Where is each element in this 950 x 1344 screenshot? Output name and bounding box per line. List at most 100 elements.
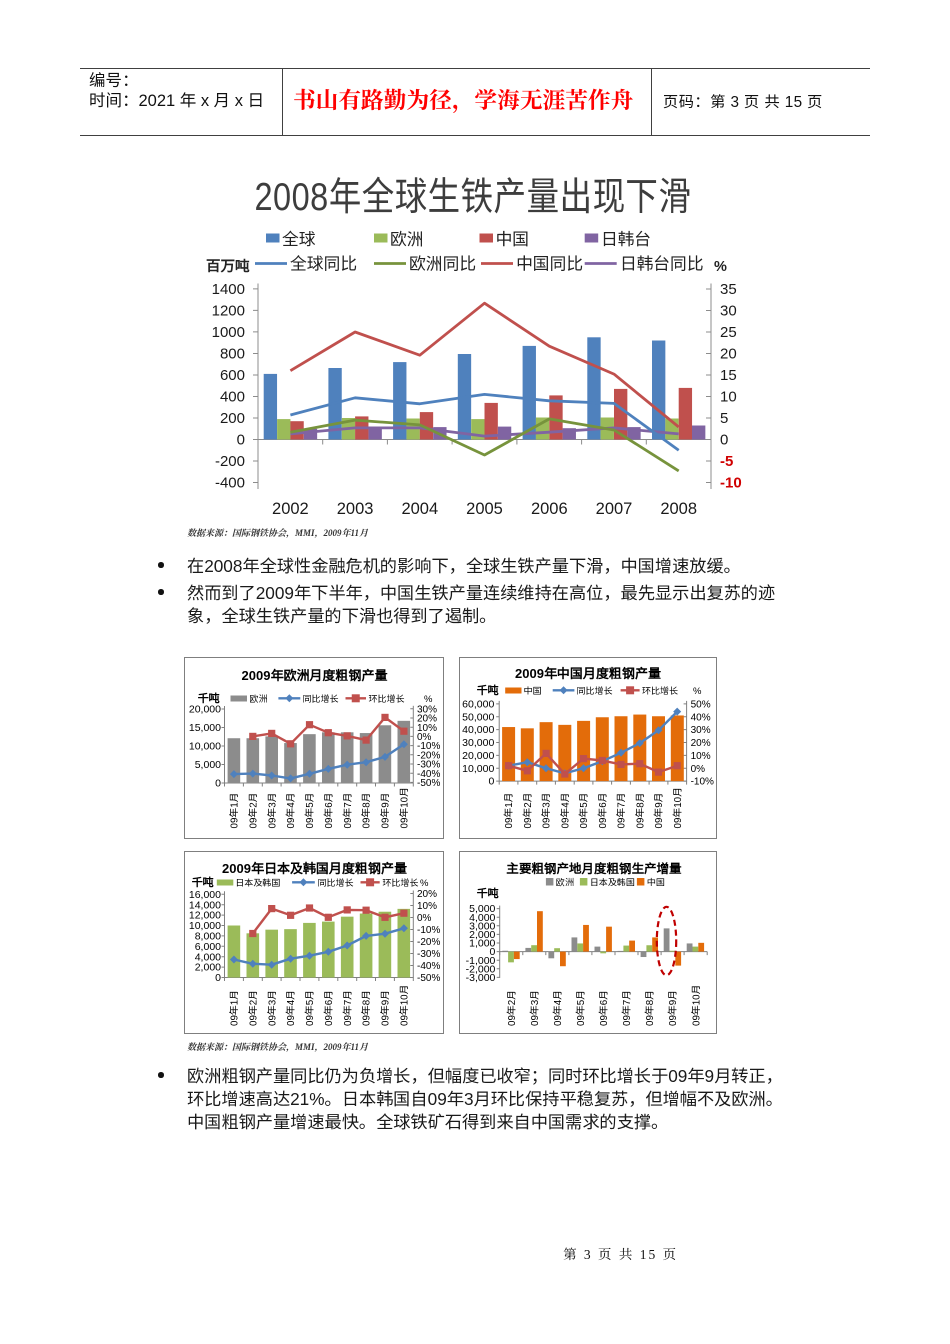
svg-text:-5: -5 xyxy=(720,450,733,471)
svg-text:10%: 10% xyxy=(417,897,437,912)
svg-text:09年5月: 09年5月 xyxy=(576,793,590,829)
svg-text:10%: 10% xyxy=(691,747,711,762)
svg-text:-30%: -30% xyxy=(417,945,440,960)
svg-text:2004: 2004 xyxy=(401,495,438,519)
svg-text:09年3月: 09年3月 xyxy=(527,990,541,1026)
svg-text:09年1月: 09年1月 xyxy=(501,793,515,829)
svg-text:15,000: 15,000 xyxy=(189,720,221,735)
svg-text:-30%: -30% xyxy=(417,756,440,771)
svg-text:09年10月: 09年10月 xyxy=(670,787,684,828)
svg-text:09年9月: 09年9月 xyxy=(651,793,665,829)
svg-text:400: 400 xyxy=(220,386,245,407)
svg-text:09年8月: 09年8月 xyxy=(642,990,656,1026)
svg-text:1400: 1400 xyxy=(212,278,245,299)
svg-text:09年5月: 09年5月 xyxy=(302,990,316,1026)
svg-text:15: 15 xyxy=(720,364,737,385)
svg-text:09年9月: 09年9月 xyxy=(378,793,392,829)
svg-text:16,000: 16,000 xyxy=(189,887,221,902)
svg-text:5: 5 xyxy=(720,407,728,428)
svg-text:40,000: 40,000 xyxy=(462,722,494,737)
svg-text:10%: 10% xyxy=(417,719,437,734)
svg-text:09年1月: 09年1月 xyxy=(227,990,241,1026)
svg-text:09年8月: 09年8月 xyxy=(359,793,373,829)
svg-text:2008年全球生铁产量出现下滑: 2008年全球生铁产量出现下滑 xyxy=(254,165,691,221)
svg-text:0: 0 xyxy=(215,776,221,791)
svg-text:全球同比: 全球同比 xyxy=(290,251,357,275)
svg-text:1,000: 1,000 xyxy=(469,936,495,951)
svg-text:09年9月: 09年9月 xyxy=(378,990,392,1026)
svg-text:日韩台: 日韩台 xyxy=(601,226,651,250)
svg-text:0: 0 xyxy=(720,429,728,450)
svg-text:日本及韩国: 日本及韩国 xyxy=(235,876,280,889)
svg-text:09年3月: 09年3月 xyxy=(264,990,278,1026)
svg-text:09年7月: 09年7月 xyxy=(340,990,354,1026)
svg-text:%: % xyxy=(420,875,429,889)
svg-text:主要粗钢产地月度粗钢生产增量: 主要粗钢产地月度粗钢生产增量 xyxy=(506,858,682,877)
svg-text:20%: 20% xyxy=(417,885,437,900)
svg-text:0: 0 xyxy=(215,970,221,985)
svg-text:-20%: -20% xyxy=(417,933,440,948)
svg-text:1200: 1200 xyxy=(212,300,245,321)
svg-text:0%: 0% xyxy=(417,728,432,743)
svg-text:09年3月: 09年3月 xyxy=(539,793,553,829)
svg-text:欧洲: 欧洲 xyxy=(250,692,268,705)
svg-text:0: 0 xyxy=(488,774,494,789)
svg-text:09年5月: 09年5月 xyxy=(573,990,587,1026)
svg-text:-10%: -10% xyxy=(417,737,440,752)
svg-text:09年9月: 09年9月 xyxy=(665,990,679,1026)
svg-text:800: 800 xyxy=(220,343,245,364)
svg-text:60,000: 60,000 xyxy=(462,697,494,712)
svg-text:2007: 2007 xyxy=(596,495,633,519)
svg-text:千吨: 千吨 xyxy=(477,682,500,698)
svg-text:0: 0 xyxy=(237,429,245,450)
svg-text:09年7月: 09年7月 xyxy=(614,793,628,829)
svg-text:-3,000: -3,000 xyxy=(466,970,496,985)
svg-text:-2,000: -2,000 xyxy=(466,961,496,976)
svg-text:09年4月: 09年4月 xyxy=(283,990,297,1026)
svg-text:10: 10 xyxy=(720,386,737,407)
svg-text:1000: 1000 xyxy=(212,321,245,342)
svg-text:35: 35 xyxy=(720,278,737,299)
svg-text:0%: 0% xyxy=(691,760,706,775)
svg-text:10,000: 10,000 xyxy=(189,918,221,933)
svg-text:欧洲同比: 欧洲同比 xyxy=(409,251,476,275)
svg-text:2006: 2006 xyxy=(531,495,568,519)
svg-text:09年10月: 09年10月 xyxy=(397,787,411,828)
svg-text:09年3月: 09年3月 xyxy=(264,793,278,829)
svg-text:-10%: -10% xyxy=(417,921,440,936)
svg-text:千吨: 千吨 xyxy=(198,690,221,706)
svg-text:3,000: 3,000 xyxy=(469,918,495,933)
svg-text:14,000: 14,000 xyxy=(189,897,221,912)
svg-text:同比增长: 同比增长 xyxy=(577,684,613,697)
svg-text:20%: 20% xyxy=(691,734,711,749)
svg-text:全球: 全球 xyxy=(282,226,316,250)
svg-text:同比增长: 同比增长 xyxy=(318,876,354,889)
svg-text:2009年欧洲月度粗钢产量: 2009年欧洲月度粗钢产量 xyxy=(242,665,388,684)
svg-text:09年2月: 09年2月 xyxy=(245,990,259,1026)
svg-text:环比增长: 环比增长 xyxy=(369,692,405,705)
svg-text:09年5月: 09年5月 xyxy=(302,793,316,829)
svg-text:30,000: 30,000 xyxy=(462,735,494,750)
svg-text:千吨: 千吨 xyxy=(192,874,215,890)
svg-text:12,000: 12,000 xyxy=(189,908,221,923)
svg-text:2005: 2005 xyxy=(466,495,503,519)
svg-text:%: % xyxy=(424,691,433,705)
svg-text:09年4月: 09年4月 xyxy=(550,990,564,1026)
svg-text:4,000: 4,000 xyxy=(469,910,495,925)
svg-text:-50%: -50% xyxy=(417,969,440,984)
svg-text:欧洲: 欧洲 xyxy=(390,226,424,250)
svg-text:09年7月: 09年7月 xyxy=(619,990,633,1026)
svg-text:50,000: 50,000 xyxy=(462,709,494,724)
svg-text:6,000: 6,000 xyxy=(195,939,221,954)
svg-text:-1,000: -1,000 xyxy=(466,953,496,968)
svg-text:-50%: -50% xyxy=(417,774,440,789)
svg-text:2003: 2003 xyxy=(337,495,374,519)
svg-text:中国同比: 中国同比 xyxy=(516,251,583,275)
svg-text:%: % xyxy=(714,255,727,276)
svg-text:09年2月: 09年2月 xyxy=(504,990,518,1026)
svg-text:-10%: -10% xyxy=(691,773,714,788)
svg-text:09年6月: 09年6月 xyxy=(321,793,335,829)
svg-text:10,000: 10,000 xyxy=(189,739,221,754)
svg-text:5,000: 5,000 xyxy=(469,901,495,916)
svg-text:09年4月: 09年4月 xyxy=(283,793,297,829)
